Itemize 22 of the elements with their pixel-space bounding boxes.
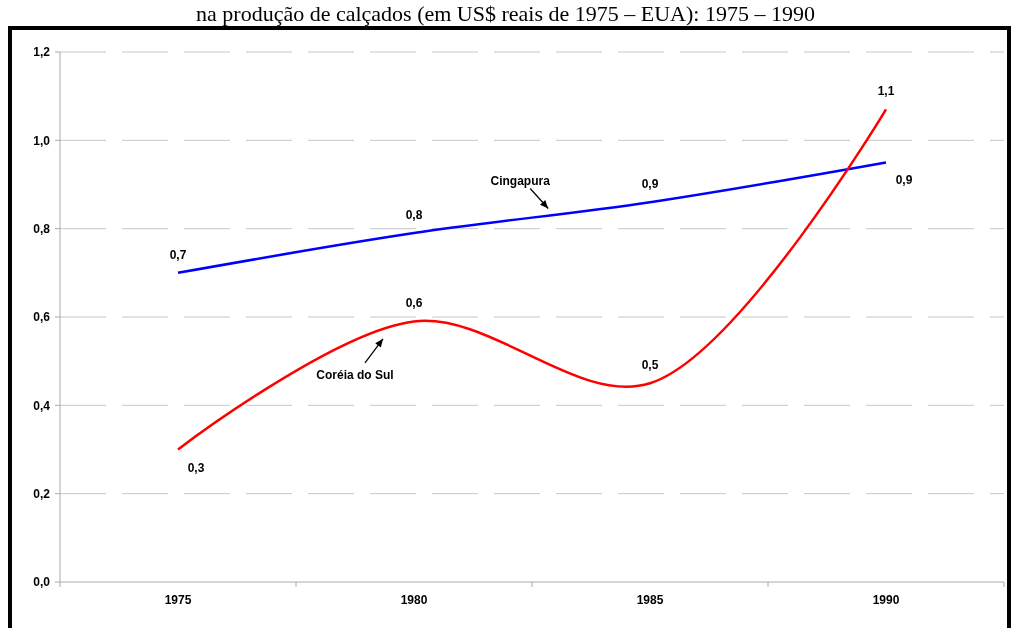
data-label: 0,8	[405, 208, 423, 223]
data-label: 0,5	[641, 358, 659, 373]
series-label: Coréia do Sul	[316, 367, 394, 382]
y-tick-label: 0,4	[33, 398, 51, 413]
y-tick-label: 1,2	[33, 45, 51, 60]
x-tick-label: 1990	[872, 593, 900, 607]
text: Cingapura	[490, 173, 551, 188]
data-label: 0,7	[169, 247, 187, 262]
y-tick-label: 1,0	[33, 133, 51, 148]
chart-title: na produção de calçados (em US$ reais de 1975 – EUA): 1975 – 1990	[196, 1, 815, 26]
data-label: 1,1	[877, 84, 895, 99]
data-label: 0,9	[641, 177, 659, 192]
data-label: 0,6	[405, 296, 423, 311]
y-tick-label: 0,8	[33, 221, 51, 236]
x-tick-label: 1975	[164, 593, 192, 607]
data-label: 0,9	[895, 173, 913, 188]
data-label: 0,3	[187, 460, 205, 475]
x-tick-label: 1980	[400, 593, 428, 607]
y-tick-label: 0,6	[33, 310, 51, 325]
y-tick-label: 0,0	[33, 575, 51, 590]
y-tick-label: 0,2	[33, 486, 51, 501]
x-tick-label: 1985	[636, 593, 664, 607]
